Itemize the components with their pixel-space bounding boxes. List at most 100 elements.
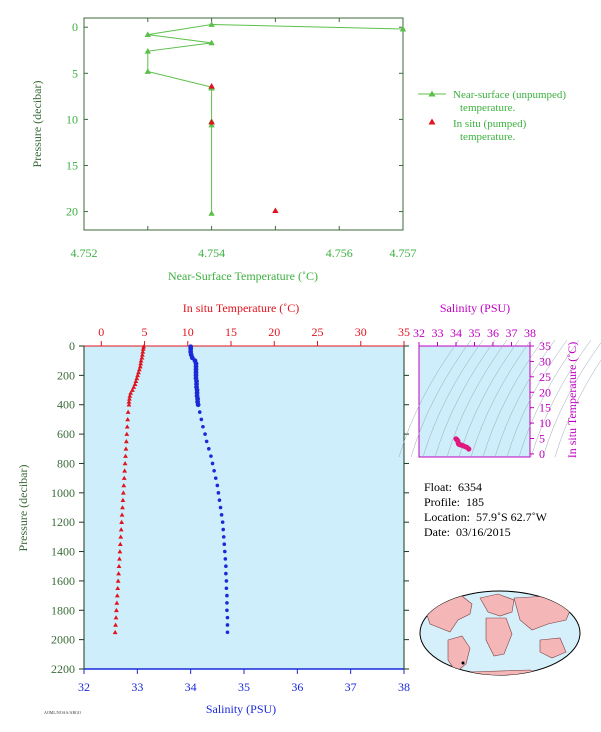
profile-series — [112, 344, 230, 635]
top-y-tick-label: 10 — [66, 112, 78, 126]
temperature-point — [140, 346, 146, 351]
salinity-point — [225, 615, 230, 620]
temperature-point — [122, 461, 128, 466]
salinity-point — [223, 557, 228, 561]
top-x-tick-label: 4.756 — [326, 246, 353, 260]
temperature-point — [126, 402, 132, 407]
top-chart-legend: Near-surface (unpumped) temperature. In … — [418, 89, 566, 143]
top-chart-x-label: Near-Surface Temperature (˚C) — [168, 269, 318, 283]
salinity-point — [225, 630, 230, 635]
pressure-tick-label: 1000 — [51, 486, 75, 500]
salinity-axis-label: Salinity (PSU) — [206, 702, 276, 716]
temperature-tick-label: 10 — [182, 325, 194, 339]
top-chart-x-ticks: 4.752 4.754 4.756 4.757 — [71, 18, 417, 260]
top-x-tick-label: 4.754 — [198, 246, 225, 260]
temperature-tick-label: 20 — [268, 325, 280, 339]
location-row: Location: 57.9˚S 62.7˚W — [424, 510, 547, 525]
date-row: Date: 03/16/2015 — [424, 525, 547, 540]
density-contour — [470, 339, 532, 458]
temperature-point — [138, 358, 144, 363]
density-contour — [410, 339, 472, 458]
temperature-point — [140, 349, 146, 354]
map-land — [425, 593, 573, 675]
ts-salinity-label: Salinity (PSU) — [440, 301, 510, 315]
temperature-point — [116, 563, 122, 569]
pressure-tick-label: 600 — [57, 427, 75, 441]
date-value: 03/16/2015 — [456, 525, 511, 539]
top-x-tick-label: 4.752 — [71, 246, 98, 260]
temperature-point — [125, 409, 131, 414]
temperature-tick-label: 25 — [312, 325, 324, 339]
temperature-axis-ticks: 0 5 10 15 20 25 30 35 — [98, 325, 410, 346]
salinity-point — [210, 461, 215, 466]
density-contour — [398, 339, 460, 458]
top-y-tick-label: 15 — [66, 158, 78, 172]
legend-unpumped-line2: temperature. — [460, 102, 516, 114]
top-chart-series — [144, 21, 407, 216]
density-contour — [422, 339, 484, 458]
top-y-tick-label: 5 — [72, 66, 78, 80]
salinity-point — [218, 505, 223, 510]
ts-points — [453, 436, 472, 452]
density-contour — [446, 339, 508, 458]
salinity-point — [207, 446, 211, 451]
salinity-point — [212, 468, 216, 473]
temperature-tick-label: 0 — [98, 325, 104, 339]
legend-pumped-line1: In situ (pumped) — [453, 118, 527, 130]
temperature-point — [138, 361, 144, 366]
unpumped-point — [144, 31, 151, 37]
density-contour — [434, 339, 496, 458]
salinity-point — [199, 417, 204, 422]
ts-x-tick-label: 34 — [450, 326, 462, 340]
temperature-point — [120, 497, 126, 502]
profile-value: 185 — [466, 495, 484, 509]
pressure-tick-label: 400 — [57, 398, 75, 412]
pressure-tick-label: 2000 — [51, 633, 75, 647]
salinity-point — [209, 454, 213, 458]
temperature-point — [117, 541, 123, 547]
salinity-tick-label: 32 — [78, 680, 90, 694]
density-contour — [542, 342, 601, 458]
salinity-point — [225, 593, 229, 598]
ts-x-tick-label: 35 — [469, 326, 481, 340]
ts-y-tick-label: 15 — [539, 401, 551, 415]
salinity-point — [224, 579, 229, 583]
ts-y-tick-label: 0 — [539, 447, 545, 461]
unpumped-point — [144, 68, 151, 74]
footer-code: AOML/NOAA/ARGO — [44, 710, 81, 715]
temperature-tick-label: 35 — [398, 325, 410, 339]
temperature-point — [114, 607, 119, 613]
salinity-point — [224, 564, 228, 569]
temperature-point — [119, 519, 125, 524]
temperature-point — [117, 556, 122, 561]
profile-row: Profile: 185 — [424, 495, 547, 510]
ts-y-tick-label: 35 — [539, 339, 551, 353]
temperature-point — [127, 396, 132, 401]
ts-x-tick-label: 36 — [487, 326, 499, 340]
pressure-tick-label: 800 — [57, 456, 75, 470]
pressure-tick-label: 1600 — [51, 574, 75, 588]
salinity-point — [195, 402, 201, 408]
density-contour — [506, 339, 568, 458]
temperature-point — [130, 387, 135, 392]
ts-x-tick-label: 38 — [524, 326, 536, 340]
temperature-point — [126, 399, 132, 404]
float-label: Float: — [424, 480, 453, 494]
temperature-point — [123, 439, 129, 444]
unpumped-point — [144, 47, 151, 54]
temperature-tick-label: 5 — [142, 325, 148, 339]
temperature-point — [123, 453, 128, 458]
ts-density-contours — [398, 339, 601, 458]
density-contour — [494, 339, 556, 458]
salinity-tick-label: 37 — [345, 680, 357, 694]
salinity-point — [223, 549, 227, 554]
location-label: Location: — [424, 510, 470, 524]
float-location-marker — [461, 661, 465, 665]
temperature-point — [135, 372, 141, 378]
salinity-point — [224, 571, 228, 576]
temperature-point — [141, 344, 147, 349]
legend-unpumped-marker — [428, 90, 436, 97]
salinity-point — [204, 439, 209, 444]
